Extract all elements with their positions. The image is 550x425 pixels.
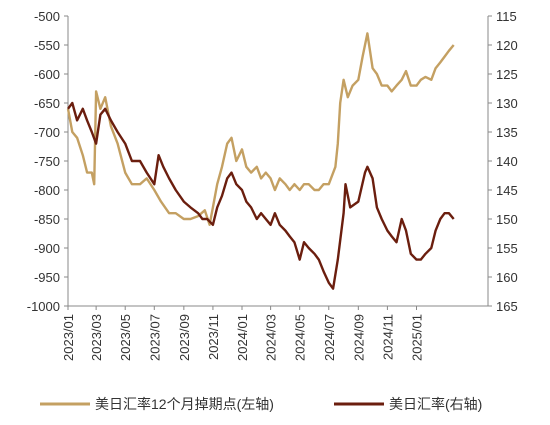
right-tick-label: 125 bbox=[496, 67, 518, 82]
right-tick: 160 bbox=[488, 270, 518, 285]
left-tick: -950 bbox=[34, 270, 68, 285]
left-tick: -650 bbox=[34, 96, 68, 111]
left-tick-label: -850 bbox=[34, 212, 60, 227]
x-tick: 2023/11 bbox=[206, 306, 221, 360]
x-tick-label: 2024/01 bbox=[235, 314, 250, 361]
x-tick-label: 2025/01 bbox=[409, 314, 424, 361]
left-tick: -700 bbox=[34, 125, 68, 140]
left-tick-label: -1000 bbox=[27, 299, 60, 314]
x-tick: 2023/09 bbox=[177, 306, 192, 361]
legend-label: 美日汇率12个月掉期点(左轴) bbox=[95, 396, 274, 412]
x-tick: 2023/03 bbox=[89, 306, 104, 361]
legend-label: 美日汇率(右轴) bbox=[389, 396, 482, 412]
right-tick: 125 bbox=[488, 67, 518, 82]
right-tick: 155 bbox=[488, 241, 518, 256]
usdjpy-line bbox=[67, 101, 455, 290]
axes: -500 -550 -600 -650 -700 -750 -800 -850 -900 -950… bbox=[27, 9, 518, 361]
left-tick: -800 bbox=[34, 183, 68, 198]
x-tick-label: 2023/09 bbox=[177, 314, 192, 361]
x-tick: 2024/05 bbox=[293, 306, 308, 361]
left-tick: -600 bbox=[34, 67, 68, 82]
right-tick-label: 120 bbox=[496, 38, 518, 53]
swap-points-line bbox=[66, 32, 455, 226]
left-tick-label: -950 bbox=[34, 270, 60, 285]
x-tick-label: 2023/01 bbox=[61, 314, 76, 361]
right-tick: 145 bbox=[488, 183, 518, 198]
right-tick-label: 115 bbox=[496, 9, 517, 24]
left-tick: -550 bbox=[34, 38, 68, 53]
legend-item: 美日汇率12个月掉期点(左轴) bbox=[40, 396, 274, 412]
x-tick: 2024/11 bbox=[380, 306, 395, 360]
x-tick-label: 2024/03 bbox=[264, 314, 279, 361]
x-tick: 2025/01 bbox=[409, 306, 424, 361]
x-tick-label: 2023/05 bbox=[118, 314, 133, 361]
right-tick-label: 160 bbox=[496, 270, 518, 285]
x-tick: 2024/09 bbox=[351, 306, 366, 361]
right-tick: 140 bbox=[488, 154, 518, 169]
right-tick-label: 150 bbox=[496, 212, 518, 227]
series-lines bbox=[66, 32, 455, 290]
x-tick: 2024/03 bbox=[264, 306, 279, 361]
right-tick: 120 bbox=[488, 38, 518, 53]
left-tick-label: -900 bbox=[34, 241, 60, 256]
left-tick: -500 bbox=[34, 9, 68, 24]
left-tick: -750 bbox=[34, 154, 68, 169]
right-tick: 165 bbox=[488, 299, 518, 314]
left-tick-label: -600 bbox=[34, 67, 60, 82]
left-tick: -900 bbox=[34, 241, 68, 256]
right-tick-label: 130 bbox=[496, 96, 518, 111]
left-tick-label: -500 bbox=[34, 9, 60, 24]
left-tick-label: -750 bbox=[34, 154, 60, 169]
x-tick: 2023/05 bbox=[118, 306, 133, 361]
right-tick-label: 140 bbox=[496, 154, 518, 169]
left-tick-label: -800 bbox=[34, 183, 60, 198]
x-tick-label: 2024/05 bbox=[293, 314, 308, 361]
x-tick-label: 2023/03 bbox=[89, 314, 104, 361]
x-tick-label: 2023/11 bbox=[206, 314, 221, 360]
x-tick-label: 2023/07 bbox=[147, 314, 162, 361]
right-tick: 135 bbox=[488, 125, 518, 140]
right-tick-label: 145 bbox=[496, 183, 518, 198]
right-tick: 150 bbox=[488, 212, 518, 227]
right-tick-label: 155 bbox=[496, 241, 518, 256]
x-tick: 2024/01 bbox=[235, 306, 250, 361]
left-tick-label: -550 bbox=[34, 38, 60, 53]
right-tick: 130 bbox=[488, 96, 518, 111]
left-tick: -1000 bbox=[27, 299, 68, 314]
legend: 美日汇率12个月掉期点(左轴) 美日汇率(右轴) bbox=[40, 396, 482, 412]
x-tick: 2023/07 bbox=[147, 306, 162, 361]
x-tick-label: 2024/09 bbox=[351, 314, 366, 361]
left-tick: -850 bbox=[34, 212, 68, 227]
x-tick-label: 2024/07 bbox=[322, 314, 337, 361]
x-tick: 2023/01 bbox=[61, 306, 76, 361]
left-tick-label: -650 bbox=[34, 96, 60, 111]
right-tick: 115 bbox=[488, 9, 517, 24]
left-tick-label: -700 bbox=[34, 125, 60, 140]
right-tick-label: 135 bbox=[496, 125, 518, 140]
x-tick-label: 2024/11 bbox=[380, 314, 395, 360]
x-tick: 2024/07 bbox=[322, 306, 337, 361]
right-tick-label: 165 bbox=[496, 299, 518, 314]
legend-item: 美日汇率(右轴) bbox=[334, 396, 482, 412]
